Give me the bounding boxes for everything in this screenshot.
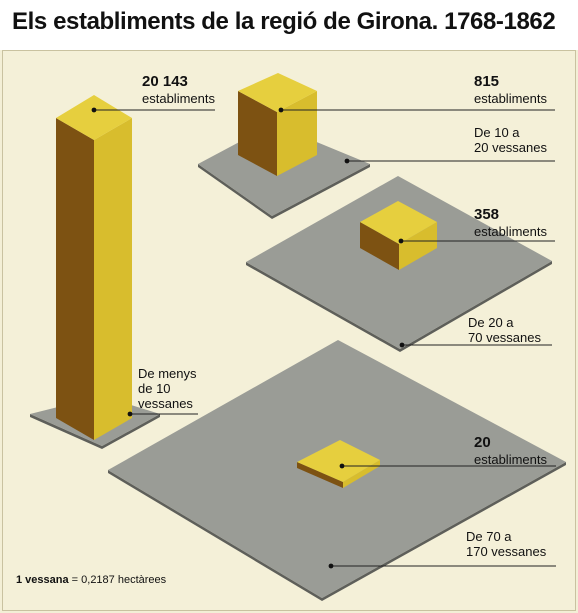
- plate-group-3-edge-r: [400, 261, 552, 352]
- plate-group-1-edge-l: [30, 414, 102, 449]
- leader-dot-3b: [399, 342, 405, 348]
- range-label-group-3: De 20 a 70 vessanes: [468, 315, 541, 345]
- title-bar: Els establiments de la regió de Girona. …: [0, 0, 578, 50]
- value-number-2: 815: [474, 73, 500, 90]
- plate-group-2-edge-r: [272, 164, 370, 219]
- value-label-group-3: 358 establiments: [474, 206, 547, 239]
- value-label-group-4: 20 establiments: [474, 434, 547, 467]
- value-number-4: 20: [474, 434, 491, 451]
- leader-dot-1: [91, 107, 97, 113]
- chart-title: Els establiments de la regió de Girona. …: [12, 8, 556, 35]
- block-group-3-side: [360, 222, 399, 270]
- value-number-1: 20 143: [142, 73, 188, 90]
- leader-dot-2: [278, 107, 284, 113]
- block-group-3-top: [360, 201, 437, 244]
- range-line-1a: De menys: [138, 366, 197, 381]
- block-group-4-front: [343, 460, 380, 488]
- bar-group-1-top: [56, 95, 132, 140]
- footnote-bold: 1 vessana: [16, 574, 69, 586]
- range-line-2b: 20 vessanes: [474, 140, 547, 155]
- block-group-2-front: [277, 91, 317, 176]
- range-line-1c: vessanes: [138, 396, 193, 411]
- leader-dot-4b: [328, 563, 334, 569]
- range-label-group-1: De menys de 10 vessanes: [138, 366, 197, 411]
- unit-label-2: establiments: [474, 91, 547, 106]
- footnote: 1 vessana = 0,2187 hectàrees: [16, 574, 166, 586]
- bar-group-1-front: [94, 118, 132, 440]
- footnote-text: = 0,2187 hectàrees: [68, 574, 167, 586]
- unit-label-3: establiments: [474, 224, 547, 239]
- block-group-2-side: [238, 91, 277, 176]
- leader-dot-4: [339, 463, 345, 469]
- range-line-3b: 70 vessanes: [468, 330, 541, 345]
- plate-group-4-edge-l: [108, 470, 322, 601]
- block-group-2-top: [238, 73, 317, 112]
- plate-group-1-edge-r: [102, 414, 160, 449]
- unit-label-4: establiments: [474, 452, 547, 467]
- block-group-3-front: [399, 222, 437, 270]
- value-number-3: 358: [474, 206, 500, 223]
- value-label-group-1: 20 143 establiments: [142, 73, 215, 106]
- leader-dot-2b: [344, 158, 350, 164]
- unit-label-1: establiments: [142, 91, 215, 106]
- leader-dot-1b: [127, 411, 133, 417]
- range-label-group-2: De 10 a 20 vessanes: [474, 125, 547, 155]
- range-line-4a: De 70 a: [466, 529, 512, 544]
- leader-dot-3: [398, 238, 404, 244]
- range-line-4b: 170 vessanes: [466, 544, 547, 559]
- value-label-group-2: 815 establiments: [474, 73, 547, 106]
- range-line-1b: de 10: [138, 381, 171, 396]
- range-line-2a: De 10 a: [474, 125, 520, 140]
- block-group-4-side: [297, 462, 343, 488]
- plate-group-3-edge-l: [246, 262, 400, 352]
- plate-group-2-edge-l: [198, 164, 272, 219]
- bar-group-1-side: [56, 118, 94, 440]
- range-label-group-4: De 70 a 170 vessanes: [466, 529, 546, 559]
- range-line-3a: De 20 a: [468, 315, 514, 330]
- block-group-4-top: [297, 440, 380, 482]
